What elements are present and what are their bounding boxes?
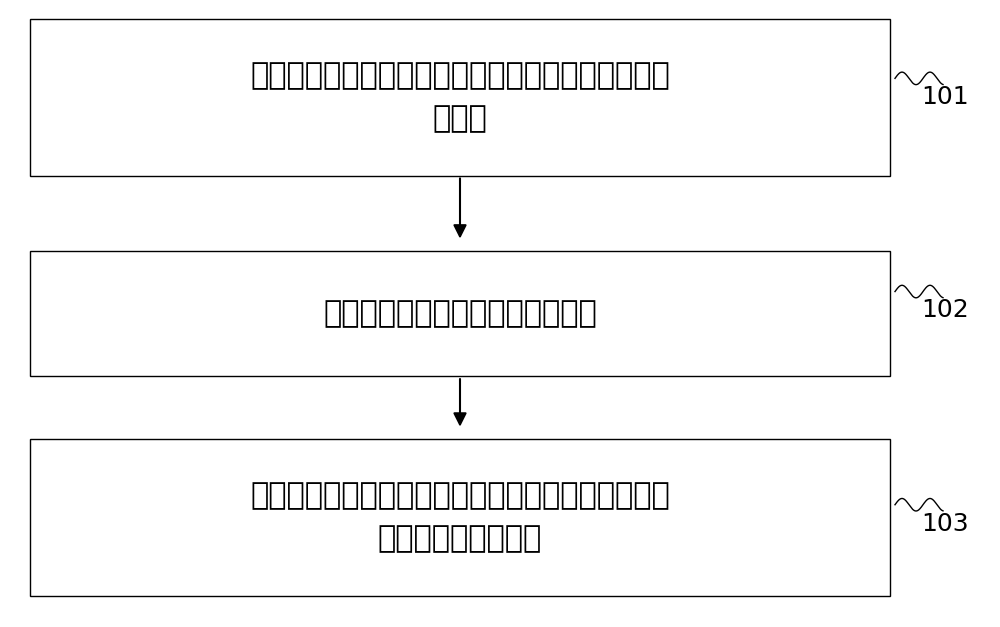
Text: 根据所述城市区域的天气温度，调整所述车辆设备中
空调机组的目标温度: 根据所述城市区域的天气温度，调整所述车辆设备中 空调机组的目标温度: [250, 482, 670, 553]
Bar: [30, 439, 890, 596]
Bar: [30, 19, 890, 176]
Text: 102: 102: [921, 298, 969, 322]
Text: 获取行驶到的城市区域的天气温度: 获取行驶到的城市区域的天气温度: [323, 299, 597, 328]
Text: 在车辆设备行驶的过程中，获取车辆设备行驶到的城
市区域: 在车辆设备行驶的过程中，获取车辆设备行驶到的城 市区域: [250, 61, 670, 133]
Bar: [30, 251, 890, 376]
Text: 101: 101: [921, 85, 969, 109]
Text: 103: 103: [921, 512, 969, 535]
